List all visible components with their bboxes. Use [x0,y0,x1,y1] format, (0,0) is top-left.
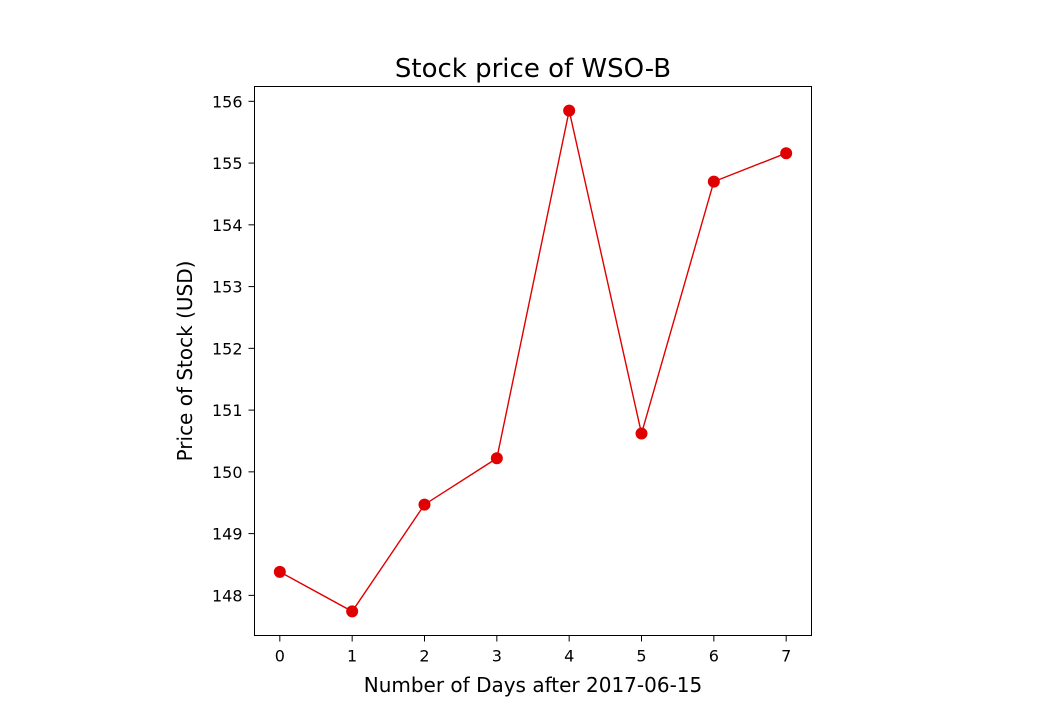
x-tick-label: 6 [709,647,719,666]
plot-area-frame [254,86,812,636]
data-point [780,147,793,160]
x-tick-label: 0 [275,647,285,666]
data-point [563,104,576,117]
x-tick-label: 1 [347,647,357,666]
data-point [418,498,431,511]
x-tick-label: 4 [564,647,574,666]
x-tick-label: 7 [781,647,791,666]
y-tick-label: 156 [212,92,243,111]
y-tick-label: 150 [212,463,243,482]
y-tick-label: 154 [212,216,243,235]
chart-title: Stock price of WSO-B [395,54,671,84]
y-axis-label: Price of Stock (USD) [173,261,197,462]
y-axis: 148 149 150 151 152 153 154 155 156 [212,92,255,605]
data-point [707,175,720,188]
y-tick-label: 149 [212,525,243,544]
series-line [279,110,787,613]
x-tick-label: 2 [419,647,429,666]
data-point [346,605,359,618]
data-point [490,452,503,465]
data-point [635,427,648,440]
y-tick-label: 151 [212,401,243,420]
data-point [273,565,286,578]
y-tick-label: 155 [212,154,243,173]
x-tick-label: 3 [492,647,502,666]
x-axis-label: Number of Days after 2017-06-15 [364,673,703,697]
x-tick-label: 5 [636,647,646,666]
y-tick-label: 148 [212,586,243,605]
data-series [273,104,793,618]
x-axis: 0 1 2 3 4 5 6 7 [275,635,791,666]
y-tick-label: 153 [212,278,243,297]
y-tick-label: 152 [212,339,243,358]
